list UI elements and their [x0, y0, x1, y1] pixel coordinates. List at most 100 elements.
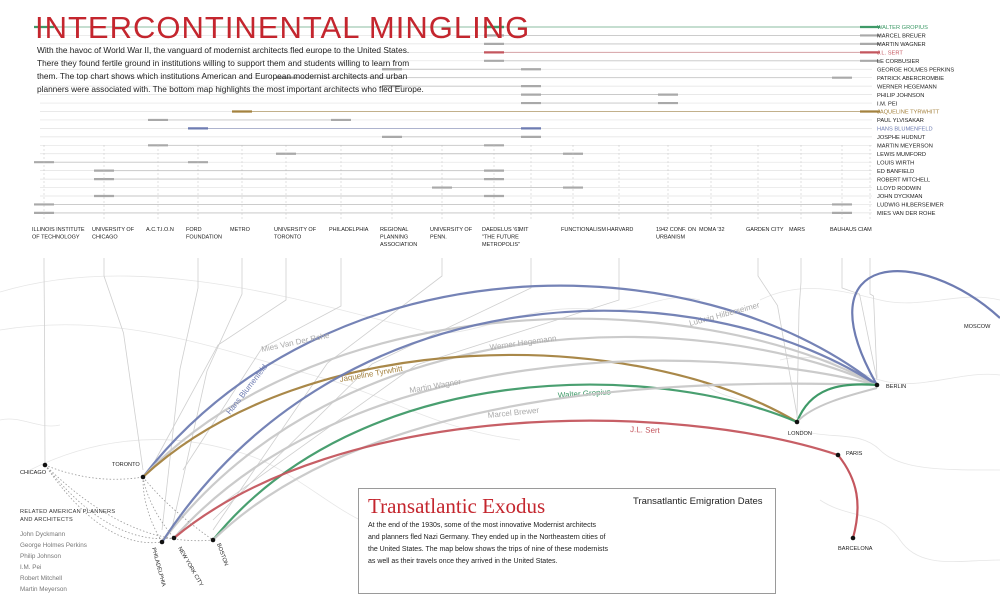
route-arc	[142, 353, 798, 478]
person-name: JAQUELINE TYRWHITT	[877, 110, 940, 116]
person-name: LE CORBUSIER	[877, 59, 919, 65]
route-arc	[161, 309, 878, 543]
institution-label: GARDEN CITY	[746, 227, 784, 233]
leader-line	[757, 258, 798, 416]
route-arc-london-berlin	[795, 383, 878, 423]
route-arc	[173, 359, 878, 539]
institution-label: MARS	[789, 227, 805, 233]
person-name: PATRICK ABERCROMBIE	[877, 76, 944, 82]
city-dot	[850, 535, 856, 541]
city-label: BARCELONA	[838, 546, 873, 552]
route-arc	[142, 317, 878, 478]
person-name: MARTIN MEYERSON	[877, 144, 933, 150]
emigration-chart-title: Transatlantic Emigration Dates	[633, 496, 763, 507]
person-name: JOHN DYCKMAN	[877, 194, 923, 200]
city-label: BERLIN	[886, 384, 906, 390]
us-trip-dotted	[44, 464, 175, 540]
route-arc	[212, 382, 878, 541]
person-name: ED BANFIELD	[877, 169, 914, 175]
city-label: PARIS	[846, 451, 863, 457]
related-name: Robert Mitchell	[20, 575, 62, 582]
person-name: WALTER GROPIUS	[877, 25, 928, 31]
related-list: John Dyckmann George Holmes Perkins Phil…	[20, 529, 87, 595]
city-dot	[794, 419, 800, 425]
us-trip-dotted	[142, 476, 175, 539]
institution-label: REGIONAL PLANNING ASSOCIATION	[380, 227, 417, 248]
related-name: John Dyckmann	[20, 531, 66, 538]
leader-line	[161, 258, 199, 531]
exodus-panel	[358, 488, 776, 594]
person-name: WERNER HEGEMANN	[877, 84, 937, 90]
related-heading: RELATED AMERICAN PLANNERS AND ARCHITECTS	[20, 509, 116, 523]
institution-label: MOMA '32	[699, 227, 725, 233]
leader-line	[869, 258, 878, 379]
exodus-title: Transatlantic Exodus	[368, 494, 546, 518]
route-arc-paris-barcelona	[837, 454, 859, 539]
city-dot	[874, 382, 880, 388]
person-name: PHILIP JOHNSON	[877, 93, 924, 99]
leader-line	[103, 258, 144, 471]
city-dot	[42, 462, 48, 468]
us-trip-dotted	[44, 464, 144, 480]
person-name: ROBERT MITCHELL	[877, 177, 930, 183]
us-trip-dotted	[142, 476, 214, 541]
city-label: MOSCOW	[964, 324, 991, 330]
leader-line	[212, 258, 620, 511]
city-label: NEW YORK CITY	[176, 546, 204, 588]
institution-label: PHILADELPHIA	[329, 227, 369, 233]
route-arc-london-berlin-grey	[796, 387, 878, 423]
city-label: LONDON	[788, 431, 812, 437]
leader-line	[212, 258, 443, 531]
intro-paragraph: With the havoc of World War II, the vang…	[37, 45, 424, 94]
institution-label: A.C.T.I.O.N	[146, 227, 174, 233]
us-trip-dotted	[142, 476, 163, 543]
institution-label: CIAM	[858, 227, 872, 233]
exodus-text: At the end of the 1930s, some of the mos…	[368, 522, 608, 565]
institution-label: 1942 CONF. ON URBANISM	[656, 227, 696, 240]
route-label: J.L. Sert	[630, 425, 661, 435]
route-label: Werner Hegemann	[489, 334, 557, 352]
leader-line	[149, 258, 287, 471]
institution-label: DAEDELUS '61 "THE FUTURE METROPOLIS"	[482, 227, 520, 248]
route-arc	[173, 419, 839, 539]
route-label: Marcel Brewer	[487, 406, 540, 420]
institution-matrix: WALTER GROPIUS MARCEL BREUER MARTIN WAGNER…	[32, 25, 954, 248]
institution-label: HARVARD	[607, 227, 633, 233]
route-arc-extension	[851, 270, 1000, 386]
city-dot	[159, 539, 165, 545]
person-name: HANS BLUMENFELD	[877, 127, 933, 133]
city-label: TORONTO	[112, 462, 140, 468]
us-trip-dotted	[44, 464, 163, 544]
person-name: I.M. PEI	[877, 101, 898, 107]
person-name: JOSPHE HUDNUT	[877, 135, 926, 141]
institution-label: UNIVERSITY OF CHICAGO	[92, 227, 135, 240]
related-name: I.M. Pei	[20, 564, 42, 571]
institution-label: ILLINOIS INSTITUTE OF TECHNOLOGY	[32, 227, 85, 240]
person-name: LEWIS MUMFORD	[877, 152, 926, 158]
institution-label: FUNCTIONALISM	[561, 227, 606, 233]
route-arc	[161, 335, 878, 543]
city-label: CHICAGO	[20, 470, 47, 476]
leader-line	[841, 258, 878, 381]
leader-line	[171, 258, 243, 529]
city-dot	[140, 474, 146, 480]
leader-line	[796, 258, 802, 419]
city-dot	[210, 537, 216, 543]
city-label: BOSTON	[215, 543, 229, 567]
related-name: Martin Meyerson	[20, 586, 67, 593]
person-name: MARCEL BREUER	[877, 34, 926, 40]
person-name: MARTIN WAGNER	[877, 42, 926, 48]
institution-label: MIT	[519, 227, 529, 233]
institution-label: UNIVERSITY OF TORONTO	[274, 227, 317, 240]
related-name: George Holmes Perkins	[20, 542, 87, 549]
route-arc	[142, 284, 878, 478]
leader-line	[212, 258, 532, 521]
leader-line	[43, 258, 46, 466]
city-dot	[171, 535, 177, 541]
person-name: LUDWIG HILBERSEIMER	[877, 203, 944, 209]
page-title: INTERCONTINENTAL MINGLING	[35, 10, 531, 45]
person-name: MIES VAN DER ROHE	[877, 211, 936, 217]
person-name: LOUIS WIRTH	[877, 160, 914, 166]
person-name: J.L. SERT	[877, 51, 903, 57]
